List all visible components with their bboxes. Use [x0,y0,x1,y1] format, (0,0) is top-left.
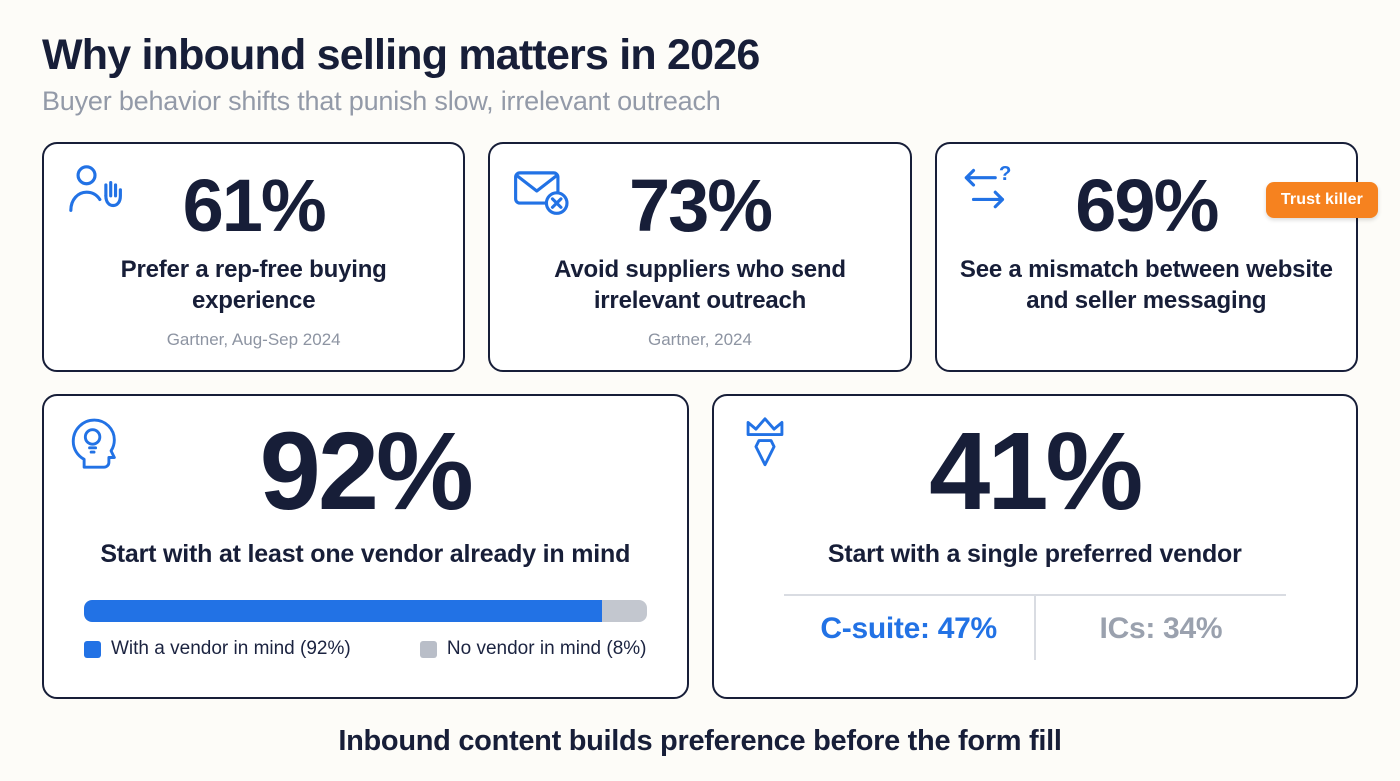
trust-killer-badge: Trust killer [1265,182,1378,219]
stat-card-outreach: 73% Avoid suppliers who send irrelevant … [488,142,912,373]
stat-label: Start with at least one vendor already i… [100,540,631,569]
top-stat-row: 61% Prefer a rep-free buying experience … [42,142,1378,373]
vendor-bar-legend: With a vendor in mind (92%) No vendor in… [84,638,647,660]
stat-source: Gartner, 2024 [648,329,752,349]
role-split-row: C-suite: 47% ICs: 34% [783,594,1286,661]
head-lightbulb-icon [66,414,124,472]
stat-label: Prefer a rep-free buying experience [120,256,387,314]
stat-label: See a mismatch between website and selle… [959,256,1333,314]
stat-value: 69% [1075,164,1219,248]
stat-card-mismatch: ? Trust killer 69% See a mismatch betwee… [934,142,1378,373]
legend-label: With a vendor in mind (92%) [111,638,351,660]
stat-card-rep-free: 61% Prefer a rep-free buying experience … [42,142,466,373]
stat-value: 61% [182,164,327,248]
stat-value: 73% [628,164,773,248]
stat-value: 92% [259,410,474,534]
footer-tagline: Inbound content builds preference before… [338,725,1062,758]
stat-card-preferred-vendor: 41% Start with a single preferred vendor… [711,394,1358,700]
page-subtitle: Buyer behavior shifts that punish slow, … [42,86,721,117]
bottom-stat-row: 92% Start with at least one vendor alrea… [42,394,1358,700]
person-wave-icon [66,162,124,220]
stat-value: 41% [929,410,1143,534]
arrows-question-icon: ? [959,162,1017,220]
vendor-bar-track [84,600,647,623]
stat-label: Start with a single preferred vendor [827,540,1242,569]
stat-source: Gartner, Aug-Sep 2024 [166,329,341,349]
legend-swatch-gray [419,640,437,658]
legend-swatch-blue [84,640,101,658]
svg-text:?: ? [999,162,1012,185]
legend-item-no-vendor: No vendor in mind (8%) [419,638,647,660]
stat-card-vendor-in-mind: 92% Start with at least one vendor alrea… [42,394,689,700]
split-cell-ics: ICs: 34% [1033,596,1286,661]
legend-label: No vendor in mind (8%) [446,638,647,660]
email-blocked-icon [512,162,570,220]
page-title: Why inbound selling matters in 2026 [42,31,760,79]
crown-tie-icon [736,414,794,472]
vendor-bar-fill [84,600,602,623]
stat-label: Avoid suppliers who send irrelevant outr… [554,256,846,314]
split-cell-c-suite: C-suite: 47% [820,612,997,646]
legend-item-with-vendor: With a vendor in mind (92%) [84,638,351,660]
